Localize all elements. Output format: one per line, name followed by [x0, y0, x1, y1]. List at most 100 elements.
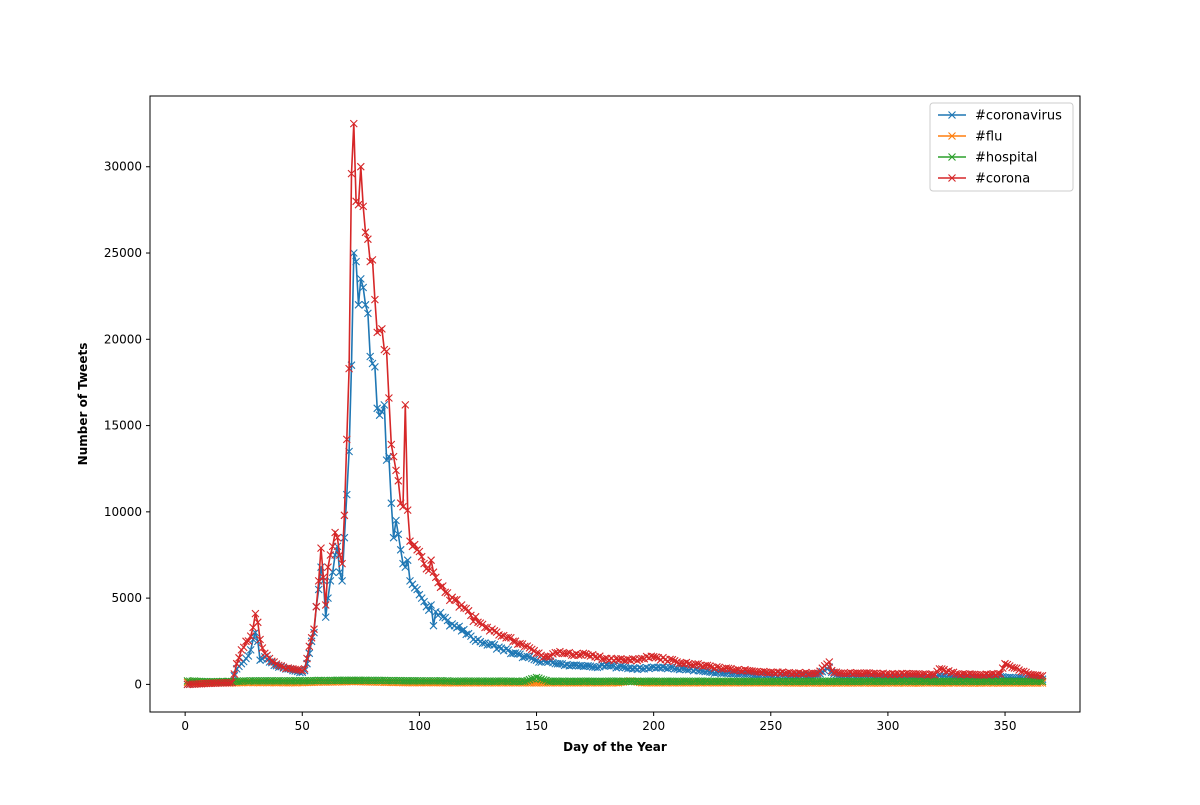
data-point-marker: [1031, 671, 1040, 679]
data-point-marker: [1038, 671, 1047, 680]
data-point-marker: [429, 621, 438, 630]
y-tick-label: 0: [134, 677, 142, 691]
data-point-marker: [1010, 664, 1019, 672]
legend-label: #corona: [975, 172, 1030, 187]
data-point-marker: [1038, 677, 1047, 686]
data-point-marker: [586, 662, 595, 671]
data-point-marker: [296, 666, 304, 674]
data-point-marker: [410, 540, 419, 549]
data-point-marker: [335, 551, 344, 559]
x-tick-label: 100: [408, 719, 431, 733]
data-point-marker: [947, 668, 956, 677]
data-point-marker: [333, 533, 342, 542]
data-point-marker: [349, 249, 358, 257]
data-point-marker: [364, 309, 372, 318]
legend-marker: [948, 174, 956, 182]
data-point-marker: [633, 656, 642, 665]
data-point-marker: [523, 676, 532, 685]
data-point-marker: [736, 666, 745, 675]
data-point-marker: [347, 169, 356, 178]
data-point-marker: [438, 582, 447, 590]
data-point-marker: [375, 411, 384, 420]
data-point-marker: [230, 670, 239, 678]
data-point-marker: [246, 646, 255, 654]
data-point-marker: [666, 655, 674, 664]
data-point-marker: [314, 577, 323, 585]
data-point-marker: [617, 654, 625, 663]
data-point-marker: [380, 401, 389, 409]
data-point-marker: [495, 643, 503, 652]
data-point-marker: [396, 499, 405, 508]
data-point-marker: [274, 661, 283, 670]
data-point-marker: [469, 617, 478, 626]
data-point-marker: [525, 644, 534, 652]
data-point-marker: [1017, 667, 1026, 676]
data-point-marker: [305, 642, 314, 651]
data-point-marker: [928, 670, 937, 679]
data-point-marker: [244, 652, 253, 660]
data-point-marker: [532, 649, 541, 658]
data-point-marker: [698, 662, 707, 671]
data-point-marker: [766, 668, 775, 677]
data-point-marker: [331, 528, 339, 537]
legend-label: #flu: [975, 130, 1002, 145]
data-point-marker: [387, 440, 396, 449]
data-point-marker: [724, 664, 733, 673]
data-point-marker: [272, 660, 281, 668]
data-point-marker: [417, 594, 426, 602]
data-point-marker: [396, 545, 405, 554]
data-point-marker: [417, 552, 426, 561]
data-point-marker: [579, 649, 588, 658]
data-point-marker: [666, 663, 674, 672]
legend-item: #hospital: [938, 151, 1037, 166]
y-tick-label: 15000: [104, 419, 142, 433]
data-point-marker: [483, 623, 492, 632]
data-point-marker: [717, 665, 726, 673]
data-point-marker: [998, 664, 1007, 672]
data-point-marker: [727, 664, 735, 673]
data-point-marker: [607, 661, 616, 670]
data-point-marker: [523, 652, 532, 661]
data-point-marker: [668, 655, 677, 664]
data-point-marker: [246, 632, 255, 640]
data-point-marker: [645, 653, 653, 662]
data-point-marker: [406, 577, 414, 585]
legend-box: [929, 102, 1074, 192]
data-point-marker: [645, 664, 653, 673]
data-point-marker: [516, 639, 524, 648]
data-point-marker: [455, 622, 464, 631]
data-point-marker: [453, 623, 461, 632]
y-tick-label: 25000: [104, 246, 142, 260]
data-point-marker: [825, 658, 834, 666]
data-point-marker: [617, 662, 625, 671]
data-point-marker: [467, 611, 475, 620]
data-point-marker: [356, 162, 365, 171]
data-point-marker: [284, 664, 293, 672]
data-point-marker: [413, 585, 421, 594]
data-point-marker: [734, 665, 742, 674]
data-point-marker: [506, 633, 515, 642]
data-point-marker: [424, 566, 433, 575]
data-point-marker: [401, 401, 410, 409]
data-point-marker: [638, 665, 646, 673]
data-point-marker: [537, 675, 546, 684]
data-point-marker: [373, 404, 382, 413]
data-point-marker: [504, 633, 513, 642]
data-point-marker: [670, 656, 679, 665]
data-point-marker: [279, 663, 288, 671]
data-point-marker: [748, 667, 756, 675]
data-point-marker: [471, 612, 480, 621]
data-point-marker: [813, 671, 822, 679]
data-point-marker: [481, 623, 489, 632]
data-point-marker: [352, 257, 360, 266]
data-point-marker: [258, 644, 267, 652]
data-point-marker: [352, 197, 360, 206]
data-point-marker: [366, 352, 375, 361]
data-point-marker: [619, 663, 628, 671]
data-point-marker: [759, 667, 768, 676]
data-point-marker: [513, 649, 522, 658]
data-point-marker: [567, 651, 576, 659]
y-tick-label: 10000: [104, 505, 142, 519]
data-point-marker: [326, 551, 335, 559]
data-point-marker: [527, 645, 536, 654]
